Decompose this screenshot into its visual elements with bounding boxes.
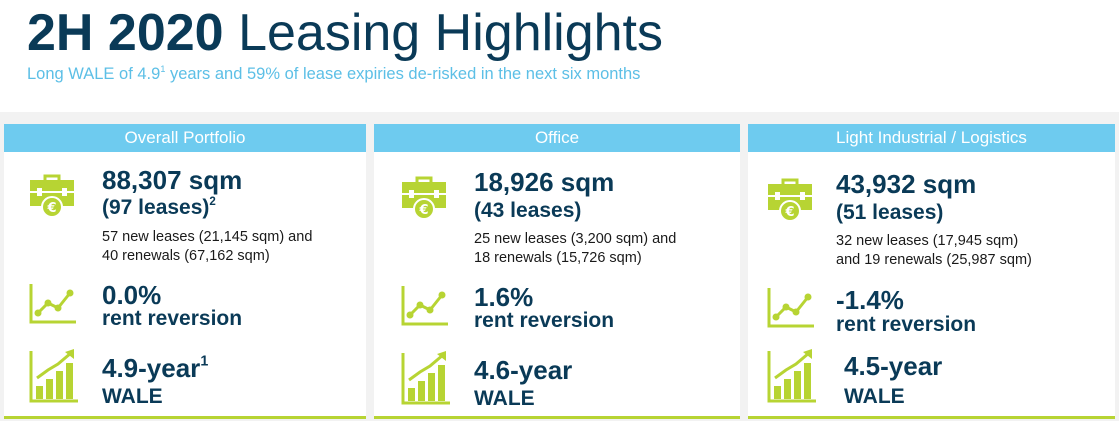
wale-label: WALE <box>102 385 163 408</box>
rent-reversion-label: rent reversion <box>102 307 243 330</box>
panel-header: Light Industrial / Logistics <box>748 124 1115 152</box>
panel-header: Office <box>374 124 740 152</box>
panel-office: Office € 18,926 sqm (43 leases) 25 new l… <box>374 124 740 419</box>
lease-detail-line1: 57 new leases (21,145 sqm) and <box>102 229 313 245</box>
title-text: Leasing Highlights <box>238 4 663 62</box>
subtitle-before: Long WALE of 4.9 <box>27 65 161 83</box>
title-year: 2H 2020 <box>27 4 224 62</box>
area-value: 43,932 sqm <box>836 169 977 199</box>
wale-value: 4.5-year <box>844 351 943 381</box>
lease-detail-line2: and 19 renewals (25,987 sqm) <box>836 252 1032 268</box>
bar-growth-icon <box>29 349 78 403</box>
wale-label: WALE <box>844 385 905 408</box>
trend-line-icon <box>401 286 448 326</box>
briefcase-euro-icon: € <box>402 176 446 220</box>
briefcase-euro-icon: € <box>768 178 812 222</box>
wale-label: WALE <box>474 387 535 410</box>
panel-header: Overall Portfolio <box>4 124 366 152</box>
page-title: 2H 2020 Leasing Highlights <box>27 2 663 64</box>
wale-value: 4.9-year1 <box>102 353 209 383</box>
wale-footnote: 1 <box>200 353 209 370</box>
bar-growth-icon <box>767 349 816 403</box>
rent-reversion-label: rent reversion <box>836 313 977 336</box>
area-value: 88,307 sqm <box>102 165 243 195</box>
lease-detail-line2: 18 renewals (15,726 sqm) <box>474 250 642 266</box>
lease-count: (51 leases) <box>836 201 944 224</box>
trend-line-icon <box>29 284 76 324</box>
area-value: 18,926 sqm <box>474 167 615 197</box>
lease-detail-line2: 40 renewals (67,162 sqm) <box>102 248 270 264</box>
rent-reversion-value: -1.4% <box>836 285 904 315</box>
subtitle-after: years and 59% of lease expiries de-riske… <box>165 65 641 83</box>
lease-count: (43 leases) <box>474 199 582 222</box>
panel-overall-portfolio: Overall Portfolio € 88,307 sqm (97 lease… <box>4 124 366 419</box>
wale-value: 4.6-year <box>474 355 573 385</box>
trend-line-icon <box>767 288 814 328</box>
bar-growth-icon <box>401 351 450 405</box>
lease-detail-line1: 32 new leases (17,945 sqm) <box>836 233 1019 249</box>
briefcase-euro-icon: € <box>30 174 74 218</box>
panel-light-industrial-logistics: Light Industrial / Logistics € 43,932 sq… <box>748 124 1115 419</box>
subtitle-footnote: 1 <box>160 63 166 74</box>
rent-reversion-label: rent reversion <box>474 309 615 332</box>
svg-text:€: € <box>46 201 56 216</box>
svg-text:€: € <box>418 203 428 218</box>
page-subtitle: Long WALE of 4.91 years and 59% of lease… <box>27 63 641 84</box>
svg-text:€: € <box>784 205 794 220</box>
lease-footnote: 2 <box>209 195 216 208</box>
rent-reversion-value: 0.0% <box>102 280 162 310</box>
lease-count: (97 leases)2 <box>102 195 216 219</box>
lease-detail-line1: 25 new leases (3,200 sqm) and <box>474 231 677 247</box>
rent-reversion-value: 1.6% <box>474 282 534 312</box>
